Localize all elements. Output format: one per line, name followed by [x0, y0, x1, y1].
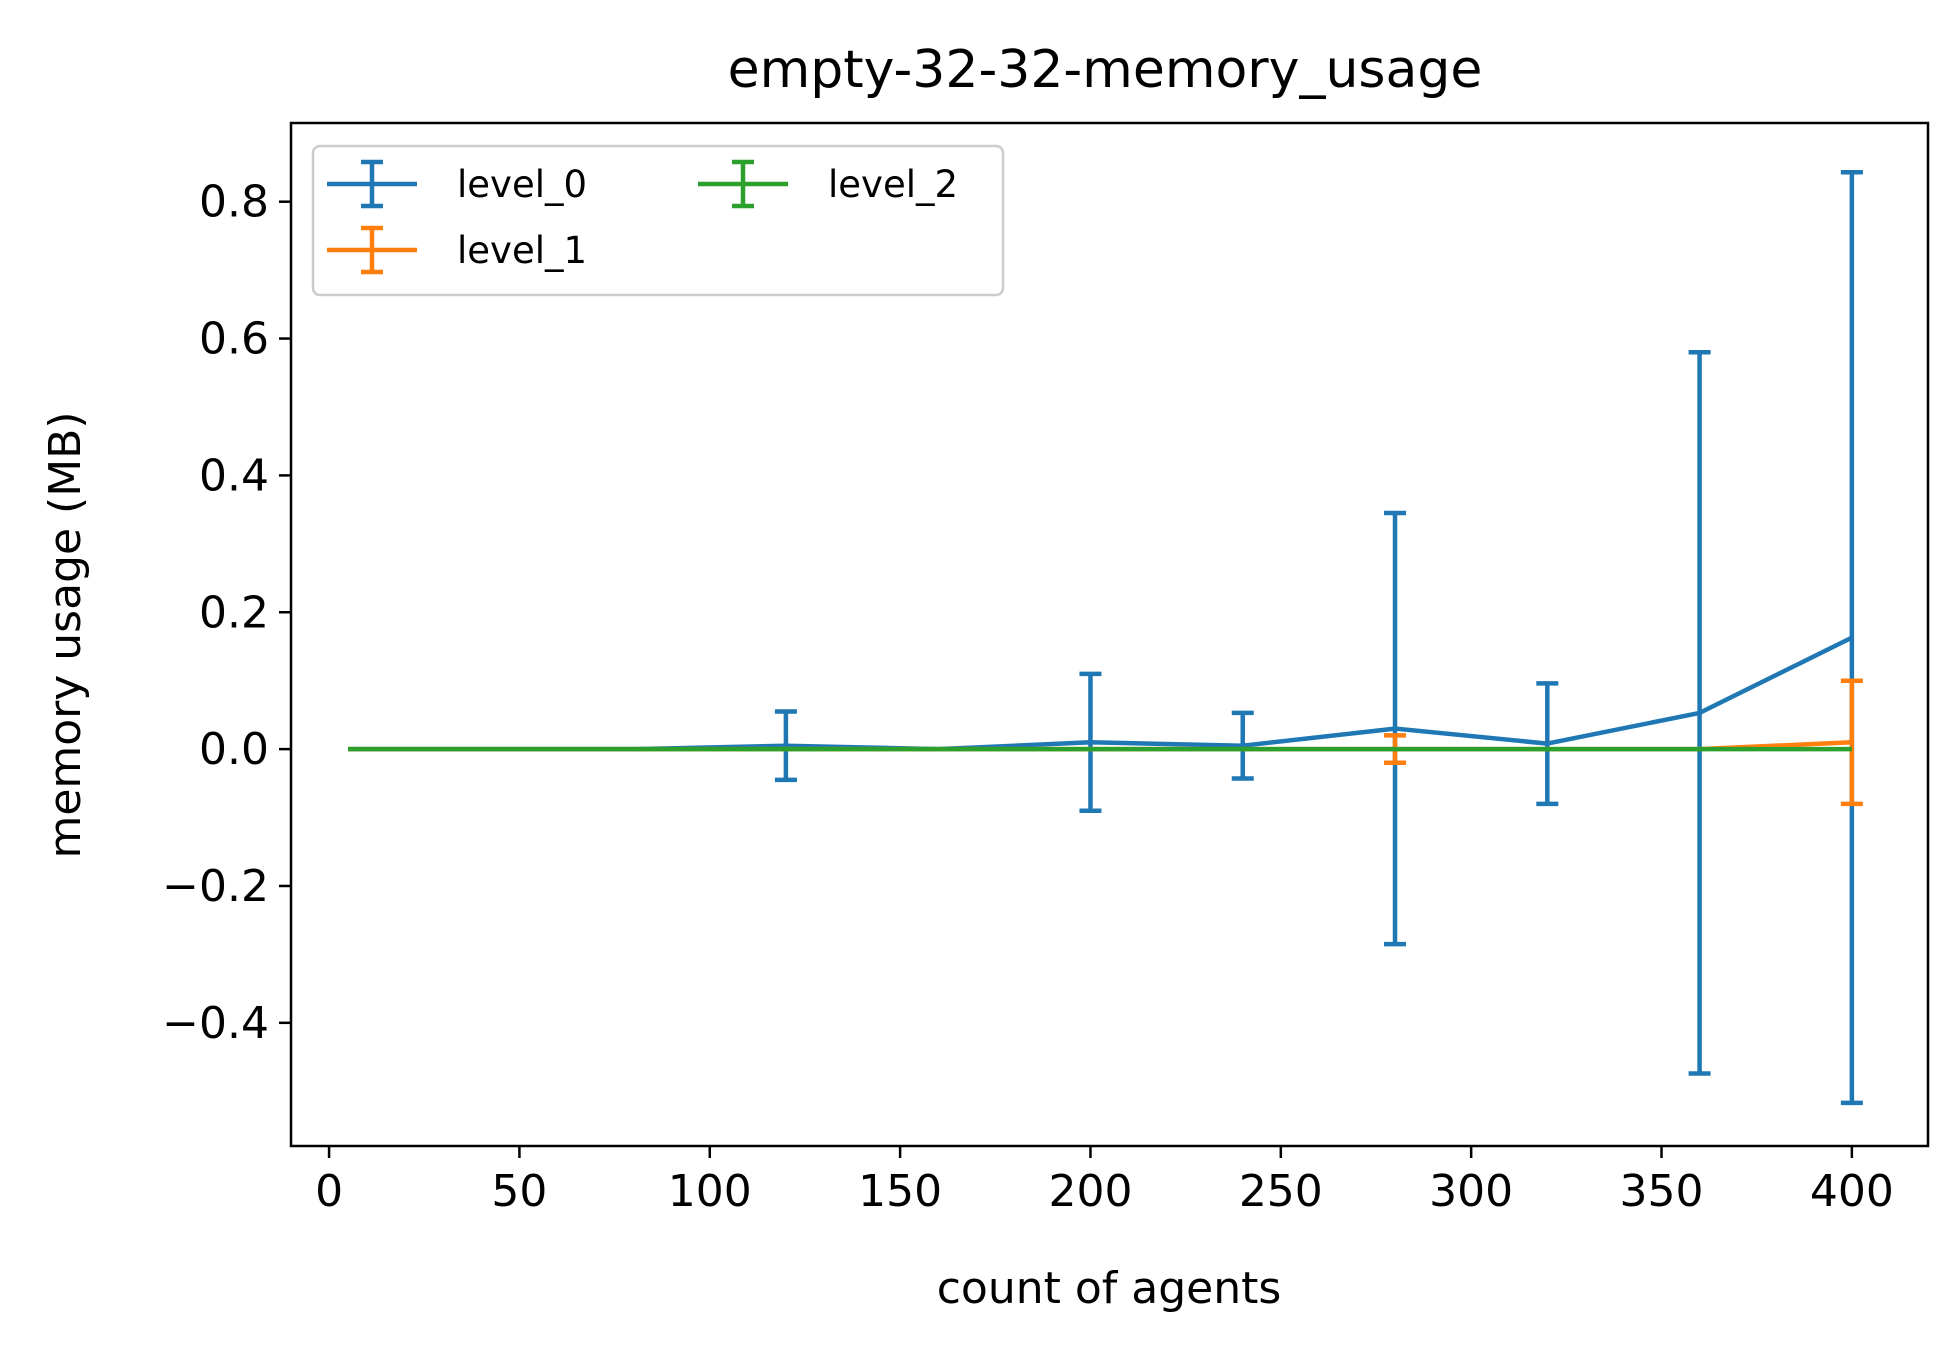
legend-label: level_2 — [828, 163, 958, 206]
plot-area-frame — [289, 121, 1930, 1148]
x-tick-label: 250 — [1239, 1166, 1323, 1217]
y-tick-label: −0.2 — [162, 861, 269, 912]
x-tick-label: 400 — [1810, 1166, 1894, 1217]
y-tick-label: 0.2 — [199, 587, 269, 638]
plot-series — [348, 170, 1863, 1106]
legend-entry-level_2: level_2 — [698, 159, 958, 209]
y-axis-label: memory usage (MB) — [40, 411, 91, 858]
x-tick-label: 50 — [491, 1166, 547, 1217]
legend-label: level_0 — [457, 163, 587, 206]
legend-label: level_1 — [457, 229, 587, 272]
y-axis-ticks: −0.4 −0.2 0.0 0.2 0.4 0.6 0.8 — [162, 177, 291, 1049]
x-axis-ticks: 0 50 100 150 200 250 300 350 400 — [315, 1146, 1894, 1217]
y-tick-label: 0.0 — [199, 724, 269, 775]
legend-entry-level_1: level_1 — [327, 225, 587, 275]
legend: level_0 level_1 level_2 — [311, 144, 1005, 297]
legend-frame — [311, 144, 1005, 297]
y-tick-label: 0.6 — [199, 314, 269, 365]
legend-entry-level_0: level_0 — [327, 159, 587, 209]
chart-title: empty-32-32-memory_usage — [728, 40, 1483, 100]
y-tick-label: 0.8 — [199, 177, 269, 228]
x-tick-label: 350 — [1620, 1166, 1704, 1217]
y-tick-label: 0.4 — [199, 450, 269, 501]
y-tick-label: −0.4 — [162, 998, 269, 1049]
x-tick-label: 300 — [1429, 1166, 1513, 1217]
x-tick-label: 0 — [315, 1166, 343, 1217]
x-tick-label: 100 — [668, 1166, 752, 1217]
x-axis-label: count of agents — [937, 1263, 1282, 1314]
x-tick-label: 200 — [1048, 1166, 1132, 1217]
x-tick-label: 150 — [858, 1166, 942, 1217]
